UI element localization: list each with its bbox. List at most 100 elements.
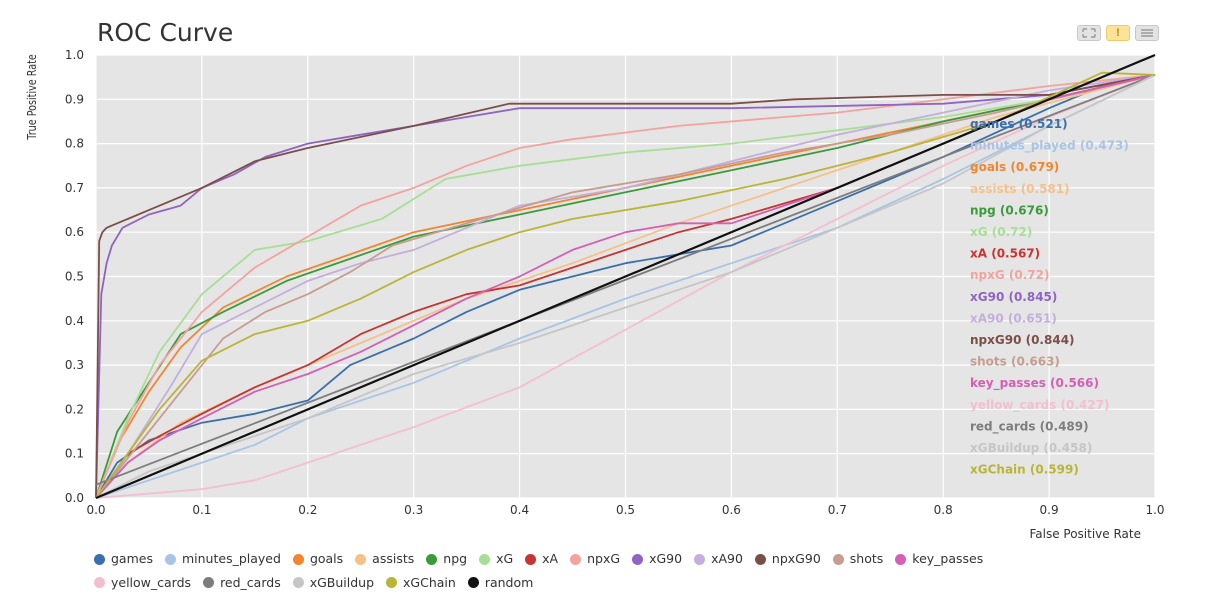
auc-annotation-xG: xG (0.72): [970, 225, 1032, 239]
series-line-npxG90[interactable]: [95, 74, 1156, 499]
auc-annotation-xGBuildup: xGBuildup (0.458): [970, 441, 1092, 455]
legend-marker: [292, 553, 304, 565]
expand-icon[interactable]: [1077, 25, 1101, 41]
auc-annotation-xA90: xA90 (0.651): [970, 311, 1057, 325]
series-line-red_cards[interactable]: [95, 74, 1156, 486]
legend-marker: [94, 553, 105, 565]
legend-marker: [292, 577, 304, 588]
legend-item-xGChain[interactable]: xGChain: [386, 572, 456, 594]
legend-label: yellow_cards: [111, 574, 192, 590]
legend-label: games: [111, 551, 153, 566]
x-tick-label: 0.4: [510, 503, 529, 517]
series-line-yellow_cards[interactable]: [95, 74, 1156, 499]
legend-item-xGBuildup[interactable]: xGBuildup: [292, 572, 375, 594]
y-tick-label: 0.7: [65, 181, 84, 195]
legend-marker: [164, 553, 176, 565]
legend-label: red_cards: [220, 574, 281, 590]
chart-title: ROC Curve: [97, 18, 234, 47]
x-tick-label: 0.6: [722, 503, 741, 517]
y-tick-label: 0.6: [65, 225, 84, 239]
auc-annotation-minutes_played: minutes_played (0.473): [970, 139, 1129, 154]
legend-item-npxG90[interactable]: npxG90: [754, 548, 821, 570]
legend-item-xA[interactable]: xA: [525, 548, 558, 570]
y-tick-label: 0.1: [65, 447, 84, 461]
series-line-xG90[interactable]: [95, 74, 1156, 499]
y-tick-label: 0.5: [65, 270, 84, 284]
auc-annotation-npxG: npxG (0.72): [970, 268, 1049, 282]
auc-annotation-shots: shots (0.663): [970, 355, 1060, 369]
y-tick-label: 0.4: [65, 314, 84, 328]
legend-marker: [632, 553, 644, 565]
auc-annotation-xA: xA (0.567): [970, 247, 1040, 261]
legend-marker: [694, 553, 706, 565]
x-tick-label: 1.0: [1145, 503, 1164, 517]
series-line-xGChain[interactable]: [95, 71, 1156, 499]
x-tick-label: 0.0: [86, 503, 105, 517]
legend-label: npg: [443, 551, 468, 566]
auc-annotation-yellow_cards: yellow_cards (0.427): [970, 398, 1109, 413]
series-line-minutes_played[interactable]: [95, 74, 1156, 499]
y-tick-label: 0.8: [65, 137, 84, 151]
x-tick-label: 0.7: [828, 503, 847, 517]
auc-annotation-goals: goals (0.679): [970, 160, 1059, 174]
legend-marker: [895, 553, 907, 565]
auc-annotation-assists: assists (0.581): [970, 182, 1070, 196]
series-line-xA90[interactable]: [95, 74, 1156, 499]
legend-item-random[interactable]: random: [467, 572, 534, 594]
legend-label: xA90: [711, 551, 743, 566]
x-axis-label: False Positive Rate: [1029, 527, 1141, 541]
legend-label: npxG90: [771, 551, 821, 566]
legend-marker: [832, 553, 844, 565]
legend-item-red_cards[interactable]: red_cards: [203, 572, 281, 594]
legend-label: xG90: [649, 551, 683, 566]
legend-label: xGChain: [403, 574, 456, 590]
legend-item-assists[interactable]: assists: [355, 548, 414, 570]
legend-item-npg[interactable]: npg: [426, 548, 467, 570]
legend-item-minutes_played[interactable]: minutes_played: [164, 548, 281, 570]
legend: games minutes_played goals assists npg xG xA np…: [94, 548, 1094, 595]
series-line-npxG[interactable]: [95, 74, 1156, 499]
legend-item-goals[interactable]: goals: [292, 548, 344, 570]
legend-item-shots[interactable]: shots: [832, 548, 884, 570]
legend-marker: [386, 577, 398, 588]
legend-marker: [525, 553, 537, 565]
legend-marker: [467, 577, 479, 588]
legend-marker: [203, 577, 215, 588]
legend-marker: [754, 553, 766, 565]
auc-annotation-xG90: xG90 (0.845): [970, 290, 1057, 304]
series-line-shots[interactable]: [95, 74, 1156, 499]
legend-label: npxG: [587, 551, 621, 566]
legend-label: random: [484, 574, 534, 590]
legend-item-xG[interactable]: xG: [479, 548, 513, 570]
legend-item-yellow_cards[interactable]: yellow_cards: [94, 572, 191, 594]
legend-marker: [479, 553, 491, 565]
legend-item-xG90[interactable]: xG90: [632, 548, 682, 570]
menu-icon[interactable]: [1135, 25, 1159, 41]
warning-icon[interactable]: !: [1106, 25, 1130, 41]
y-tick-label: 1.0: [65, 48, 84, 62]
legend-label: goals: [309, 551, 344, 566]
legend-label: xGBuildup: [309, 574, 375, 590]
legend-label: assists: [372, 551, 415, 566]
legend-marker: [426, 553, 438, 565]
auc-annotation-npxG90: npxG90 (0.844): [970, 333, 1075, 347]
legend-marker: [570, 553, 582, 565]
auc-annotation-red_cards: red_cards (0.489): [970, 419, 1089, 434]
auc-annotation-xGChain: xGChain (0.599): [970, 463, 1079, 477]
y-tick-label: 0.3: [65, 358, 84, 372]
legend-item-xA90[interactable]: xA90: [694, 548, 743, 570]
legend-item-npxG[interactable]: npxG: [570, 548, 620, 570]
legend-label: shots: [849, 551, 884, 566]
legend-item-games[interactable]: games: [94, 548, 153, 570]
auc-annotation-games: games (0.521): [970, 117, 1068, 131]
auc-annotation-key_passes: key_passes (0.566): [970, 376, 1099, 391]
legend-marker: [355, 553, 367, 565]
x-tick-label: 0.1: [192, 503, 211, 517]
series-line-xG[interactable]: [95, 74, 1156, 499]
y-tick-label: 0.9: [65, 92, 84, 106]
y-axis-label: True Positive Rate: [25, 54, 39, 141]
series-line-random[interactable]: [95, 53, 1156, 500]
legend-label: xA: [542, 551, 559, 566]
legend-item-key_passes[interactable]: key_passes: [895, 548, 983, 570]
